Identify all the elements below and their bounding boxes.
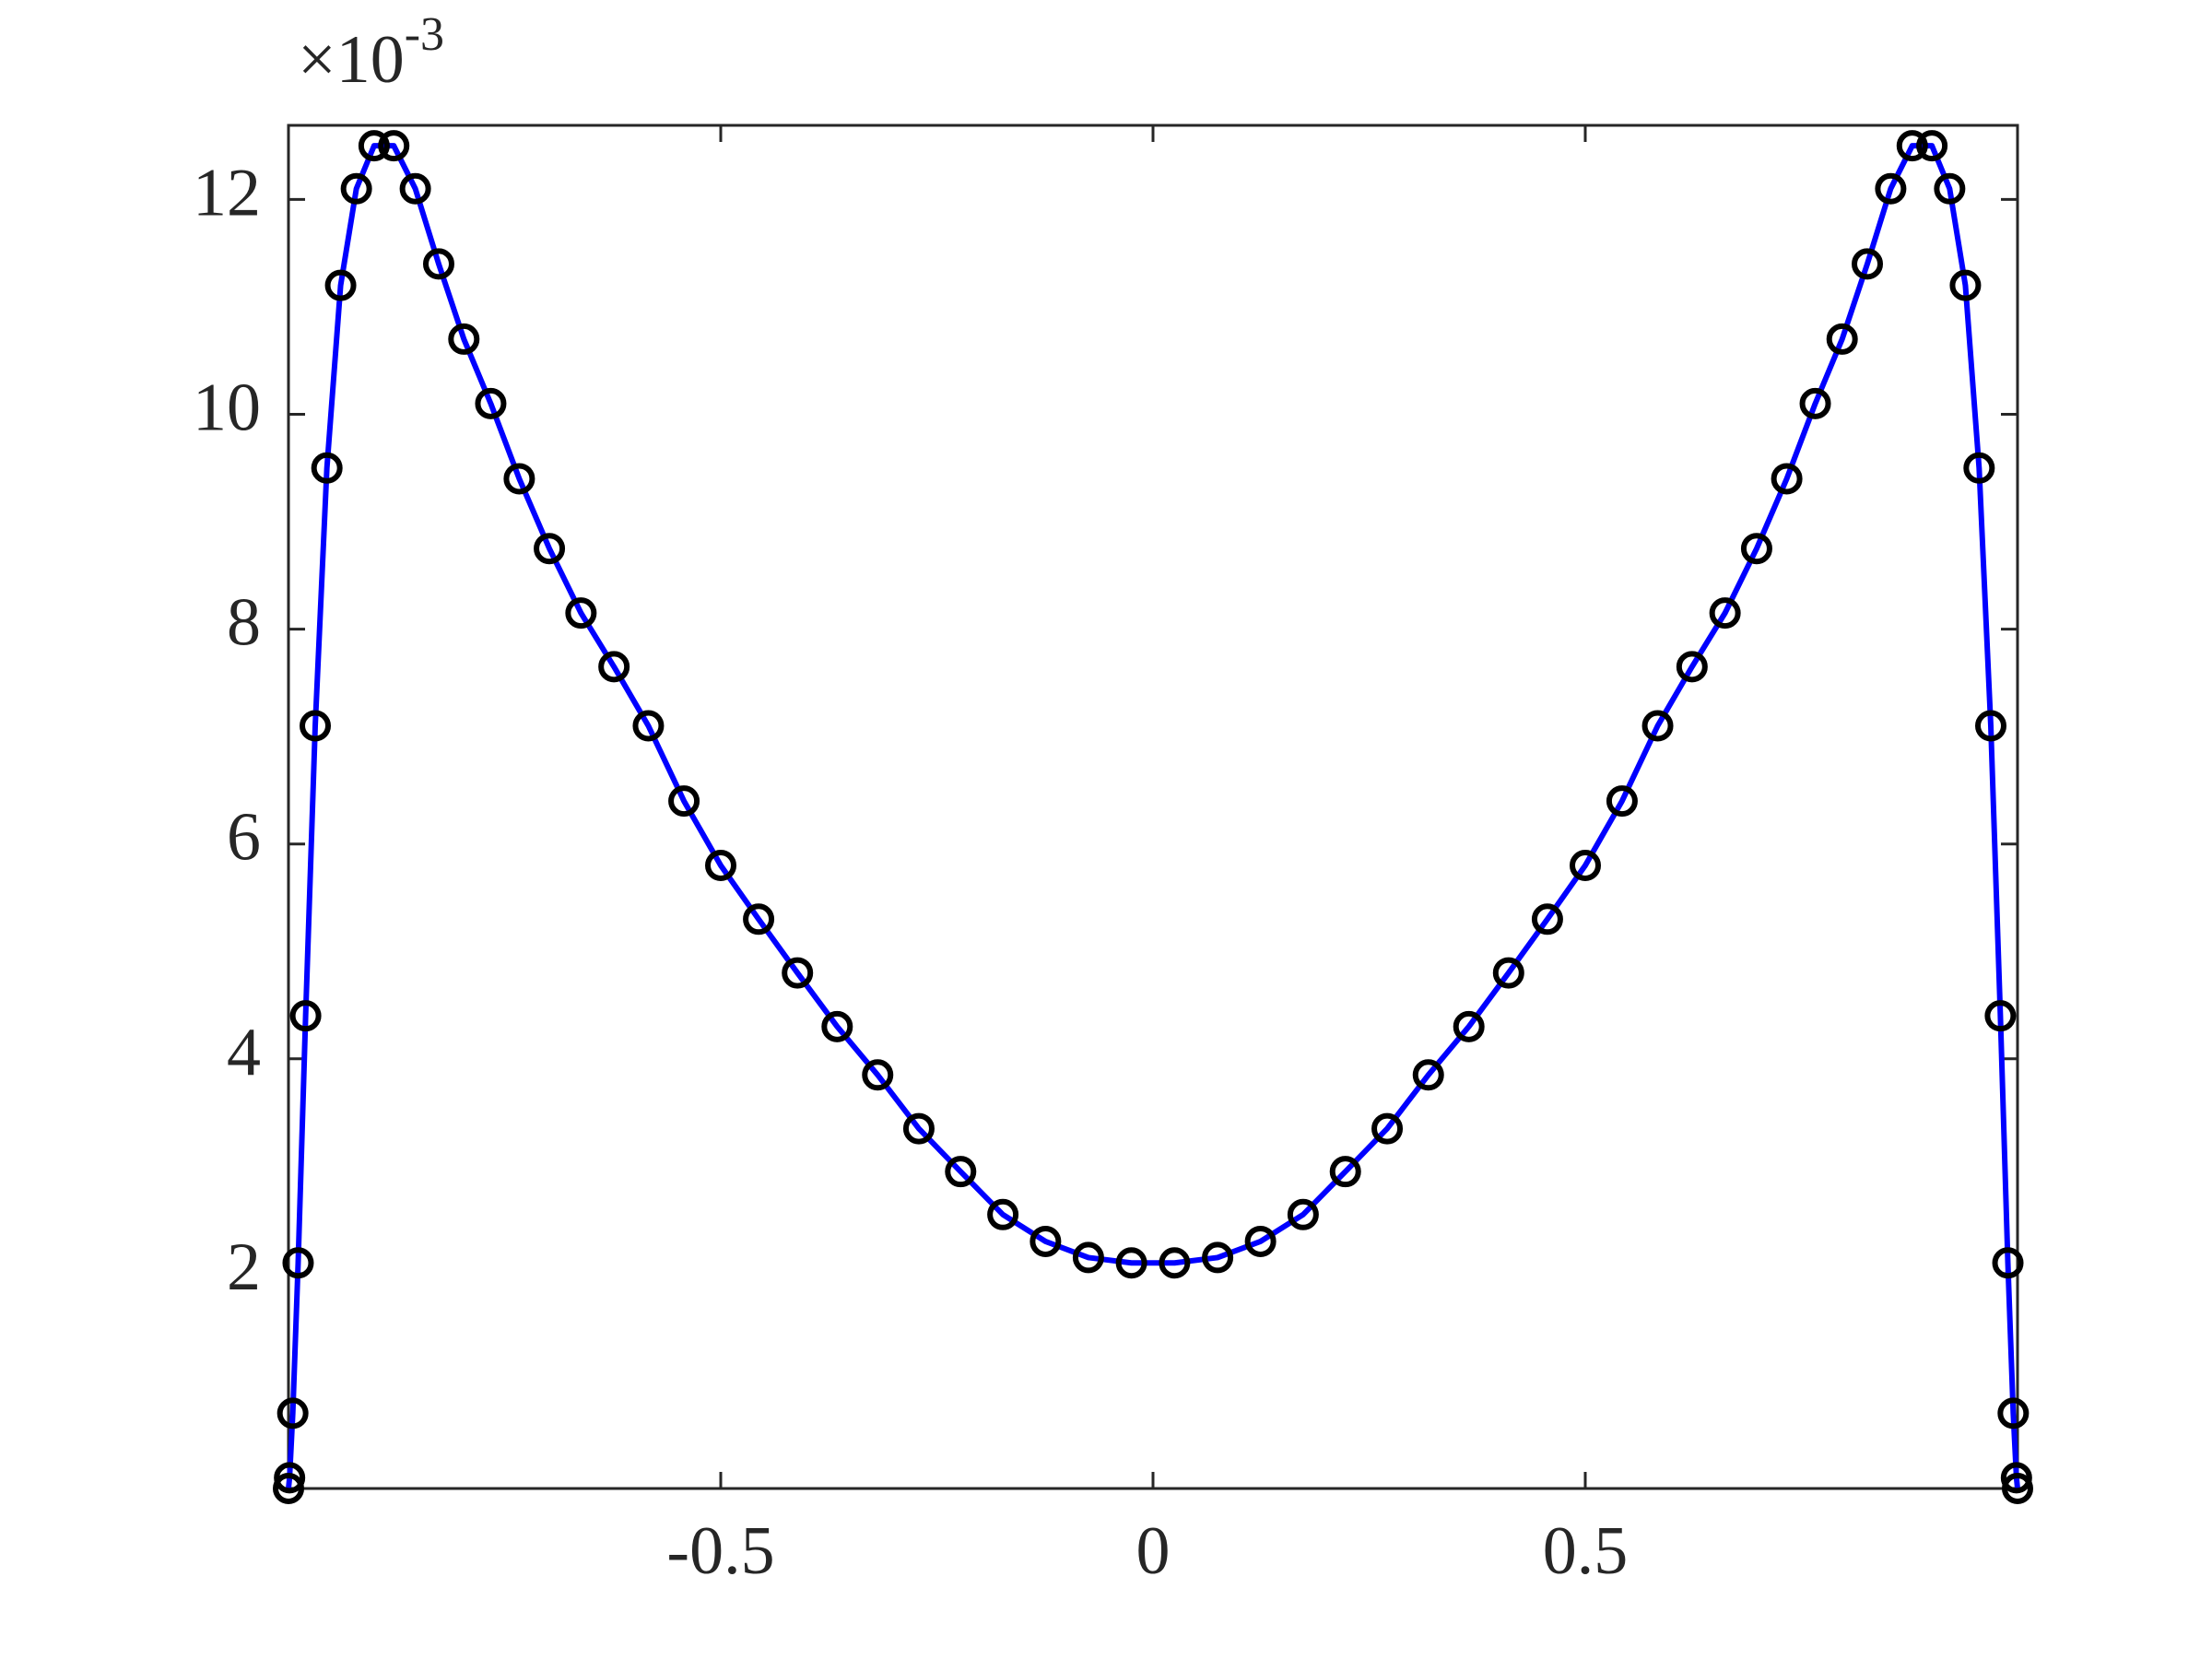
data-marker	[1963, 452, 1995, 484]
data-marker	[1641, 710, 1674, 742]
data-marker	[422, 248, 454, 280]
data-marker	[1329, 1156, 1361, 1188]
data-marker	[276, 1397, 309, 1430]
data-marker	[1974, 710, 2006, 742]
y-tick-label: 10	[193, 370, 261, 445]
x-tick-label: 0.5	[1543, 1513, 1629, 1589]
data-marker	[1453, 1010, 1485, 1042]
x-tick-label: -0.5	[666, 1513, 774, 1589]
data-marker	[358, 130, 390, 162]
data-marker	[1709, 597, 1741, 629]
data-marker	[743, 903, 775, 935]
data-marker	[1799, 387, 1831, 419]
plot-box	[287, 124, 2019, 1490]
data-marker	[705, 850, 736, 882]
data-marker	[565, 597, 597, 629]
data-marker	[399, 172, 431, 205]
data-marker	[378, 130, 410, 162]
data-marker	[448, 323, 480, 355]
data-line	[286, 143, 2020, 1489]
x-tick-label: 0	[1136, 1513, 1171, 1589]
data-marker	[1896, 130, 1928, 162]
data-marker	[311, 452, 343, 484]
data-marker	[862, 1059, 894, 1091]
data-marker	[1606, 785, 1638, 818]
data-marker	[274, 1462, 306, 1494]
data-marker	[1949, 269, 1982, 301]
data-marker	[945, 1156, 977, 1188]
y-scale-exponent: -3	[405, 8, 444, 61]
data-marker	[340, 172, 372, 205]
data-marker	[1934, 172, 1966, 205]
data-marker	[324, 269, 357, 301]
data-marker	[282, 1247, 314, 1279]
data-marker	[1412, 1059, 1444, 1091]
data-marker	[1984, 1000, 2017, 1032]
data-marker	[534, 533, 566, 565]
data-marker	[1492, 957, 1524, 989]
data-marker	[1371, 1112, 1404, 1145]
data-marker	[668, 785, 700, 818]
data-marker	[1570, 850, 1601, 882]
data-marker	[598, 651, 630, 683]
data-marker	[1997, 1397, 2030, 1430]
data-marker	[1531, 903, 1563, 935]
data-marker	[1287, 1198, 1319, 1230]
data-marker	[1826, 323, 1858, 355]
y-tick-label: 8	[227, 585, 261, 661]
data-marker	[1202, 1241, 1234, 1274]
data-marker	[1875, 172, 1907, 205]
data-marker	[902, 1112, 935, 1145]
y-tick-label: 4	[227, 1015, 261, 1090]
data-marker	[1852, 248, 1884, 280]
y-scale-factor: ×10-3	[298, 8, 444, 98]
data-marker	[1916, 130, 1948, 162]
data-marker	[1676, 651, 1708, 683]
y-tick-label: 2	[227, 1230, 261, 1305]
data-marker	[1159, 1247, 1191, 1279]
data-marker	[987, 1198, 1019, 1230]
data-marker	[1030, 1225, 1062, 1257]
data-marker	[782, 957, 814, 989]
data-marker	[289, 1000, 322, 1032]
data-marker	[2002, 1473, 2033, 1504]
data-marker	[1771, 463, 1803, 495]
data-marker	[1740, 533, 1772, 565]
y-tick-label: 6	[227, 800, 261, 876]
data-marker	[632, 710, 665, 742]
y-scale-base: ×10	[298, 22, 405, 98]
y-tick-label: 12	[193, 155, 261, 230]
data-marker	[1244, 1225, 1277, 1257]
data-marker	[300, 710, 332, 742]
data-marker	[1992, 1247, 2024, 1279]
data-marker	[1115, 1247, 1147, 1279]
data-marker	[475, 387, 507, 419]
data-marker	[503, 463, 535, 495]
data-marker	[273, 1473, 304, 1504]
data-marker	[2000, 1462, 2032, 1494]
data-marker	[821, 1010, 853, 1042]
data-marker	[1072, 1241, 1104, 1274]
